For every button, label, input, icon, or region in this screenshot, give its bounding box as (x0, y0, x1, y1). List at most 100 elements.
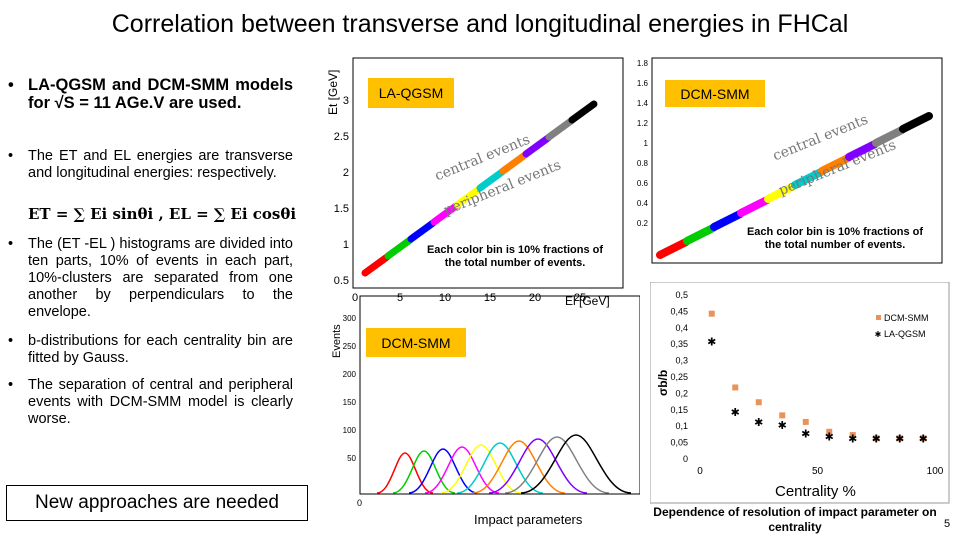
x-tick-label: 0 (697, 466, 703, 477)
y-tick-label: 0.8 (637, 159, 649, 168)
y-tick-label: 0.4 (637, 199, 649, 208)
y-tick-label: 0.2 (637, 219, 649, 228)
x-axis-label: Impact parameters (474, 512, 583, 527)
slide-title: Correlation between transverse and longi… (111, 10, 849, 38)
bullet-b-distributions: • b-distributions for each centrality bi… (8, 333, 293, 366)
y-tick-label: 100 (343, 426, 357, 435)
laqgsm-badge: LA-QGSM (368, 78, 454, 108)
bullet-histograms: • The (ET -EL ) histograms are divided i… (8, 236, 293, 320)
y-tick-label: 0,1 (675, 421, 688, 431)
y-tick-label: 0,05 (670, 438, 688, 448)
bullet-dot-icon: • (8, 76, 14, 94)
y-tick-label: 0,35 (670, 339, 688, 349)
gauss-fit-curve (392, 450, 456, 494)
color-bin-segment (476, 168, 506, 192)
dcm-smm-point (779, 412, 786, 419)
y-tick-label: 0,45 (670, 306, 688, 316)
data-points: ✱ ✱ ✱ ✱ ✱ ✱ ✱ ✱ ✱ ✱ (707, 310, 928, 445)
color-bin-segment (430, 202, 460, 226)
x-tick-label: 15 (484, 292, 496, 304)
y-tick-label: 0,25 (670, 372, 688, 382)
color-bin-segment (361, 253, 391, 277)
la-qgsm-point: ✱ (919, 433, 928, 445)
color-bin-segment (845, 140, 879, 161)
dcm-smm-point (896, 435, 903, 442)
x-tick-label: 0 (357, 498, 362, 508)
y-tick-label: 200 (343, 370, 357, 379)
la-qgsm-point: ✱ (825, 432, 834, 444)
x-tick-label: 50 (812, 466, 824, 477)
color-bin-segment (522, 134, 552, 158)
color-bin-segment (407, 219, 437, 243)
la-qgsm-point: ✱ (872, 433, 881, 445)
la-qgsm-point: ✱ (778, 420, 787, 432)
y-axis-label: Events (331, 324, 343, 358)
y-tick-label: 2.5 (334, 131, 349, 143)
gauss-fit-curve (376, 452, 434, 494)
la-qgsm-point: ✱ (707, 337, 716, 349)
la-qgsm-point: ✱ (801, 428, 810, 440)
y-tick-label: 0.6 (637, 179, 649, 188)
color-bin-segment (453, 185, 483, 209)
y-tick-label: 1.2 (637, 119, 649, 128)
y-tick-label: 1.6 (637, 79, 649, 88)
y-tick-label: 0,5 (675, 290, 688, 300)
y-tick-label: 0,3 (675, 356, 688, 366)
color-bin-segment (818, 154, 852, 175)
scatter-band (361, 100, 598, 277)
x-tick-label: 10 (439, 292, 451, 304)
laqgsm-scatter-plot: 0.5 1 1.5 2 2.5 3 0 5 10 15 20 25 Et [GeV] El [GeV… (326, 57, 624, 308)
dcm-smm-point (826, 428, 833, 435)
color-bin-segment (683, 224, 717, 245)
y-axis-ticks: 50 100 150 200 250 300 (343, 314, 357, 463)
color-bin-segment (710, 210, 744, 231)
x-tick-label: 25 (574, 292, 586, 304)
bullet-dot-icon: • (8, 236, 14, 252)
gauss-fit-curve (488, 438, 588, 494)
y-tick-label: 1.5 (334, 203, 349, 215)
gauss-fit-curve (408, 448, 478, 494)
color-bin-segment (545, 117, 575, 141)
dcmsmm-scatter-plot: 0.20.40.60.811.21.41.61.82 (637, 57, 943, 264)
x-axis-ticks: 0 5 10 15 20 25 (352, 292, 586, 304)
chart-frame (650, 282, 950, 504)
legend-dcm-marker (876, 315, 881, 320)
x-axis-label: El [GeV] (565, 294, 610, 308)
dcm-smm-point (708, 310, 715, 317)
y-tick-label: 0 (683, 454, 688, 464)
x-axis-ticks: 0 50 100 (697, 466, 944, 477)
la-qgsm-point: ✱ (895, 433, 904, 445)
y-tick-label: 1.4 (637, 99, 649, 108)
y-tick-label: 50 (347, 454, 356, 463)
la-qgsm-point: ✱ (848, 433, 857, 445)
la-qgsm-point: ✱ (754, 417, 763, 429)
gauss-fit-curve (520, 434, 632, 494)
color-bin-note: Each color bin is 10% fractions of the t… (746, 226, 924, 251)
y-tick-label: 3 (343, 95, 349, 107)
dcm-smm-point (920, 435, 927, 442)
gauss-fits (376, 434, 632, 494)
legend-laq-marker: ✱ (875, 330, 882, 339)
y-axis-label: Et [GeV] (326, 70, 340, 115)
y-tick-label: 250 (343, 342, 357, 351)
color-bin-segment (737, 196, 771, 217)
y-tick-label: 300 (343, 314, 357, 323)
resolution-chart: 0 0,05 0,1 0,15 0,2 0,25 0,3 0,35 0,4 0,45 0,5 0 50… (650, 282, 950, 504)
callout-box: New approaches are needed (6, 485, 308, 521)
color-bin-segment (499, 151, 529, 175)
color-bin-segment (791, 168, 825, 189)
y-axis-ticks: 0 0,05 0,1 0,15 0,2 0,25 0,3 0,35 0,4 0,45 0,5 (670, 290, 688, 464)
x-tick-label: 100 (927, 466, 944, 477)
la-qgsm-point: ✱ (731, 407, 740, 419)
color-bin-segment (872, 126, 906, 147)
legend-laq-label: LA-QGSM (884, 329, 926, 339)
y-tick-label: 0,4 (675, 323, 688, 333)
bullet-separation: • The separation of central and peripher… (8, 377, 293, 427)
dcm-smm-point (873, 435, 880, 442)
gauss-fit-curve (504, 436, 610, 494)
dcm-smm-point (755, 399, 762, 406)
dcm-smm-point (732, 384, 739, 391)
y-tick-label: 1.8 (637, 59, 649, 68)
y-axis-label: σb/b (656, 370, 670, 396)
